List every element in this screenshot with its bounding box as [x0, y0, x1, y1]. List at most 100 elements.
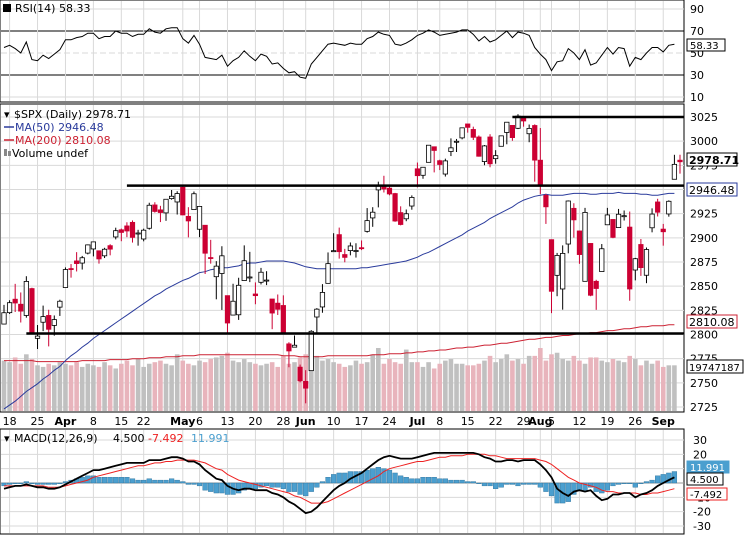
- candle-body: [241, 260, 247, 281]
- candle-body: [107, 245, 113, 250]
- macd-histogram-bar: [470, 481, 476, 484]
- volume-bar: [644, 360, 649, 411]
- macd-value-tag: [686, 472, 724, 486]
- volume-bar: [40, 366, 46, 411]
- candle-body: [291, 344, 298, 348]
- candle-body: [236, 284, 242, 316]
- macd-value-tag-text: 4.500: [690, 475, 719, 486]
- macd-histogram-bar: [543, 482, 549, 492]
- x-tick-label: 19: [600, 415, 614, 428]
- candle-body: [79, 257, 85, 264]
- macd-histogram-bar: [303, 482, 309, 497]
- volume-bar: [35, 365, 40, 411]
- macd-histogram-bar: [398, 475, 404, 484]
- candle-body: [336, 234, 342, 253]
- price-tick-label: 2875: [690, 256, 718, 269]
- candle-body: [565, 200, 571, 245]
- macd-histogram-bar: [275, 482, 281, 488]
- macd-histogram-bar: [576, 482, 583, 491]
- volume-bar: [610, 359, 616, 411]
- macd-histogram-bar: [554, 482, 560, 504]
- volume-bar: [649, 363, 655, 411]
- candle-body: [677, 159, 683, 163]
- volume-bar: [521, 363, 526, 411]
- macd-histogram-bar: [375, 467, 381, 484]
- rsi-value-tag-text: 58.33: [690, 41, 719, 52]
- macd-histogram-bar: [425, 477, 432, 484]
- candle-body: [101, 248, 108, 257]
- macd-histogram-bar: [269, 482, 275, 488]
- macd-histogram-bar: [308, 482, 314, 492]
- volume-bar: [353, 360, 359, 411]
- volume-bar: [470, 365, 476, 411]
- candle-body: [610, 219, 616, 238]
- volume-bar: [487, 355, 493, 411]
- candle-body: [498, 135, 504, 147]
- macd-histogram-bar: [481, 482, 488, 487]
- candle-body: [96, 250, 102, 260]
- macd-histogram-bar: [615, 482, 622, 485]
- volume-bar: [577, 360, 582, 411]
- candle-body: [370, 211, 376, 219]
- price-tick-label: 2925: [690, 208, 718, 221]
- volume-legend-icon: [4, 149, 7, 156]
- candle-body: [643, 249, 650, 276]
- candle-body: [85, 244, 91, 254]
- volume-bar: [18, 363, 24, 411]
- volume-bar: [24, 354, 29, 411]
- candle-body: [23, 281, 29, 316]
- volume-bar: [281, 355, 286, 411]
- price-tick-label: 3025: [690, 111, 718, 124]
- ma200-tag-text: 2810.08: [689, 316, 735, 329]
- volume-bar: [638, 365, 644, 411]
- macd-histogram-bar: [174, 479, 180, 484]
- rsi-panel-frame: [0, 0, 685, 103]
- volume-bar: [130, 365, 135, 411]
- macd-histogram-bar: [51, 482, 57, 485]
- macd-histogram-bar: [627, 482, 633, 485]
- volume-bar: [448, 359, 454, 411]
- macd-histogram-bar: [431, 477, 437, 484]
- candle-body: [40, 316, 46, 323]
- macd-histogram-bar: [297, 482, 303, 495]
- candle-body: [414, 168, 421, 177]
- rsi-tick-label: 10: [690, 91, 704, 104]
- volume-bar: [1, 360, 7, 411]
- macd-histogram-bar: [386, 469, 393, 484]
- candle-body: [615, 213, 622, 228]
- macd-histogram-bar: [638, 482, 644, 485]
- macd-histogram-bar: [219, 482, 225, 494]
- candle-body: [247, 276, 253, 279]
- candle-body: [74, 260, 80, 264]
- macd-histogram-bar: [604, 482, 610, 491]
- candle-body: [213, 265, 219, 278]
- candle-body: [34, 335, 41, 339]
- volume-bar: [297, 357, 303, 411]
- volume-bar: [96, 366, 102, 411]
- volume-bar: [666, 365, 672, 411]
- macd-histogram-bar: [196, 482, 203, 487]
- macd-histogram-bar: [392, 472, 398, 484]
- candle-body: [425, 144, 432, 163]
- candle-body: [325, 263, 331, 284]
- ma50-tag-text: 2946.48: [689, 184, 735, 197]
- volume-bar: [46, 363, 51, 411]
- candle-body: [403, 213, 409, 220]
- volume-bar: [482, 360, 487, 411]
- candle-body: [208, 257, 214, 259]
- candle-body: [347, 245, 353, 251]
- macd-histogram-bar: [169, 478, 175, 484]
- last-price-tag-text: 2978.71: [689, 154, 739, 167]
- macd-histogram-bar: [224, 482, 231, 495]
- macd-legend-signal: -7.492: [148, 432, 183, 445]
- x-tick-label: Jul: [409, 415, 426, 428]
- macd-histogram-bar: [213, 482, 219, 494]
- macd-histogram-bar: [202, 482, 208, 491]
- candle-body: [554, 255, 560, 276]
- volume-bar: [532, 355, 538, 411]
- macd-histogram-bar: [403, 477, 409, 484]
- macd-tick-label: 20: [693, 448, 707, 461]
- volume-bar: [230, 360, 236, 411]
- volume-bar: [241, 359, 247, 411]
- macd-histogram-bar: [135, 479, 141, 484]
